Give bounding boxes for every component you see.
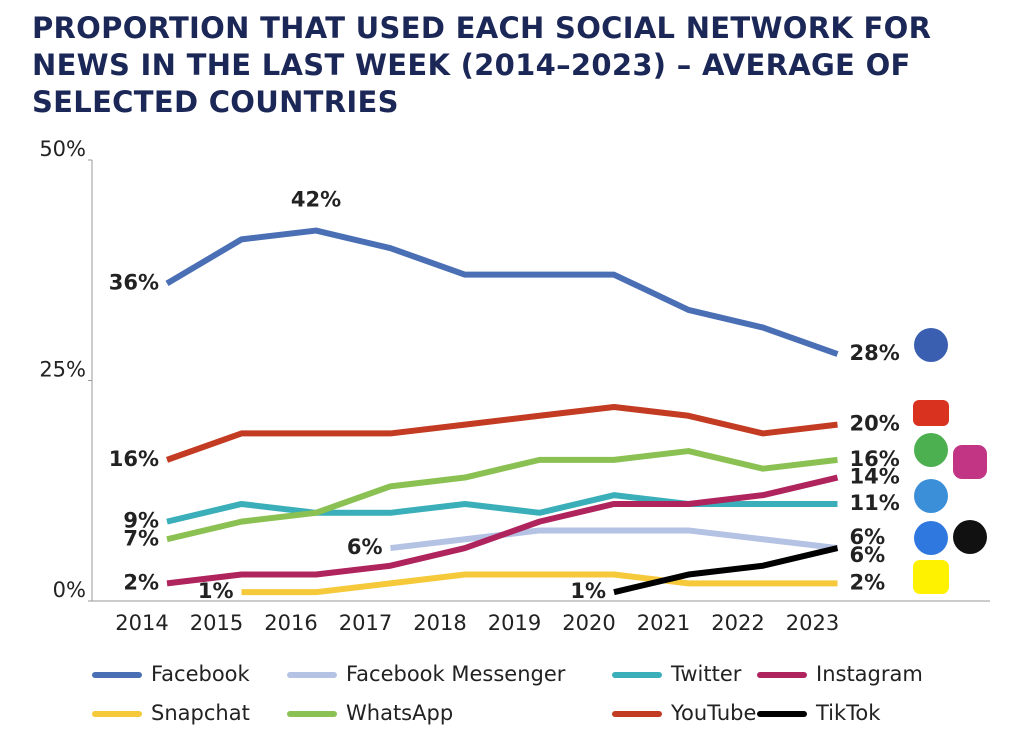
legend-label: YouTube — [670, 701, 756, 725]
x-tick-label: 2022 — [711, 611, 764, 635]
data-label: 14% — [850, 465, 900, 489]
data-label: 16% — [850, 447, 900, 471]
series-line — [390, 527, 838, 552]
platform-icons — [913, 328, 987, 594]
series-line — [166, 474, 839, 587]
data-label: 6% — [347, 535, 383, 559]
legend-label: Facebook Messenger — [346, 662, 566, 686]
x-tick-label: 2019 — [488, 611, 541, 635]
series-line — [165, 227, 839, 357]
legend-label: Twitter — [670, 662, 742, 686]
x-tick-label: 2021 — [637, 611, 690, 635]
data-label: 2% — [850, 570, 886, 594]
y-tick-label: 25% — [39, 358, 86, 382]
legend-label: WhatsApp — [346, 701, 453, 725]
data-label: 2% — [123, 570, 159, 594]
data-label: 16% — [109, 447, 159, 471]
data-label: 7% — [123, 526, 159, 550]
data-label: 42% — [291, 188, 341, 212]
series-line — [166, 448, 838, 543]
data-label: 11% — [850, 491, 900, 515]
chart-title: PROPORTION THAT USED EACH SOCIAL NETWORK… — [32, 11, 932, 119]
y-tick-label: 50% — [39, 137, 86, 161]
data-label: 28% — [850, 341, 900, 365]
x-tick-label: 2015 — [190, 611, 243, 635]
legend-label: Instagram — [816, 662, 923, 686]
legend-label: TikTok — [815, 701, 881, 725]
data-label: 6% — [850, 525, 886, 549]
x-tick-label: 2014 — [115, 611, 168, 635]
x-tick-label: 2017 — [339, 611, 392, 635]
data-label: 1% — [198, 579, 234, 603]
x-tick-label: 2020 — [562, 611, 615, 635]
data-label: 20% — [850, 412, 900, 436]
series-line — [613, 545, 839, 596]
series-line — [166, 492, 838, 525]
data-label: 9% — [123, 509, 159, 533]
x-tick-label: 2016 — [264, 611, 317, 635]
y-tick-label: 0% — [53, 578, 86, 602]
legend-label: Facebook — [151, 662, 251, 686]
x-tick-label: 2018 — [413, 611, 466, 635]
series-line — [241, 571, 838, 596]
data-label: 36% — [109, 270, 159, 294]
series-line — [165, 403, 838, 463]
x-tick-label: 2023 — [786, 611, 839, 635]
data-label: 6% — [850, 543, 886, 567]
legend-label: Snapchat — [151, 701, 250, 725]
data-label: 1% — [570, 579, 606, 603]
